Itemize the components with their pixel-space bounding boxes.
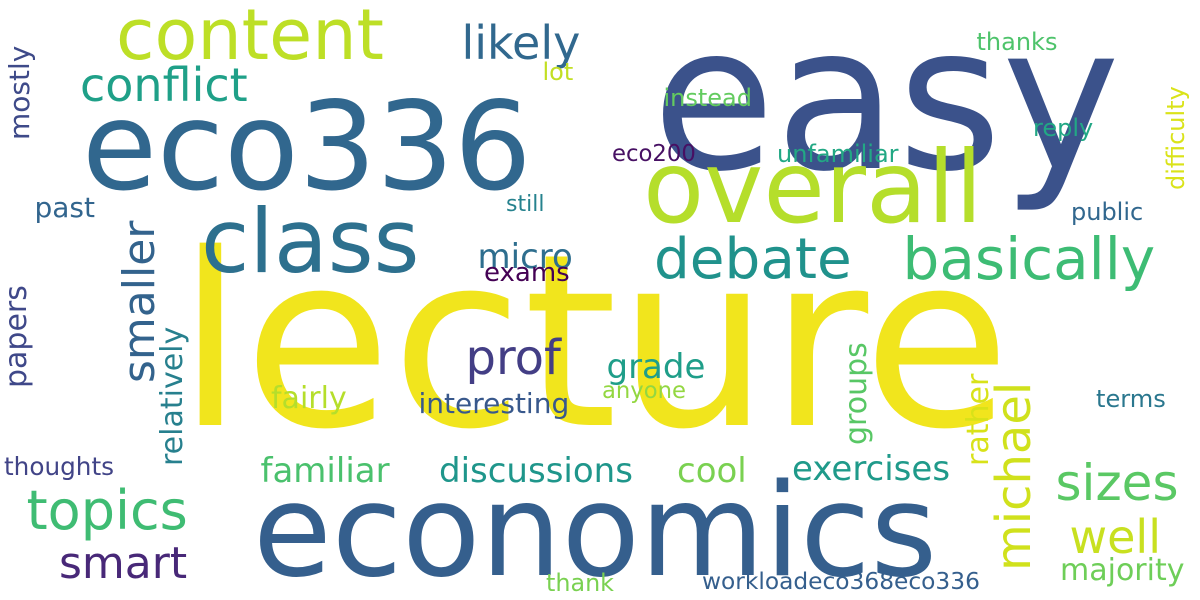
word-unfamiliar: unfamiliar (777, 140, 899, 168)
word-terms: terms (1096, 385, 1166, 413)
word-instead: instead (663, 84, 753, 112)
word-prof: prof (465, 330, 561, 386)
word-public: public (1071, 198, 1144, 226)
word-mostly: mostly (3, 45, 36, 140)
word-smart: smart (59, 538, 188, 589)
word-exercises: exercises (792, 449, 951, 489)
word-relatively: relatively (155, 326, 190, 466)
word-rather: rather (961, 373, 996, 466)
word-topics: topics (26, 479, 188, 542)
word-fairly: fairly (271, 381, 347, 416)
word-eco336: eco336 (82, 76, 532, 218)
word-cool: cool (677, 451, 747, 491)
word-conflict: conflict (80, 58, 248, 112)
word-michael: michael (986, 381, 1042, 571)
word-easy: easy (652, 0, 1121, 216)
word-still: still (506, 192, 545, 217)
word-anyone: anyone (602, 377, 686, 404)
word-exams: exams (484, 258, 570, 288)
word-overall: overall (643, 129, 983, 246)
word-lecture: lecture (177, 202, 1011, 482)
word-past: past (34, 191, 96, 224)
word-discussions: discussions (439, 451, 633, 491)
word-difficulty: difficulty (1162, 86, 1190, 190)
word-reply: reply (1033, 114, 1094, 142)
word-majority: majority (1060, 553, 1185, 588)
word-debate: debate (654, 227, 852, 292)
word-likely: likely (461, 16, 581, 70)
word-workloadeco368eco336: workloadeco368eco336 (702, 567, 980, 595)
word-content: content (116, 0, 385, 76)
word-micro: micro (477, 237, 573, 277)
word-groups: groups (839, 341, 874, 445)
word-eco200: eco200 (612, 140, 696, 167)
word-thoughts: thoughts (4, 451, 115, 481)
word-well: well (1069, 510, 1161, 564)
word-thank: thank (546, 569, 614, 597)
word-lot: lot (542, 58, 574, 86)
word-basically: basically (902, 225, 1156, 293)
word-thanks: thanks (976, 28, 1058, 56)
word-grade: grade (606, 347, 706, 387)
word-papers: papers (0, 284, 34, 388)
word-sizes: sizes (1055, 454, 1179, 512)
word-economics: economics (253, 457, 938, 600)
word-class: class (201, 190, 420, 293)
word-familiar: familiar (260, 451, 390, 491)
word-interesting: interesting (418, 387, 570, 420)
